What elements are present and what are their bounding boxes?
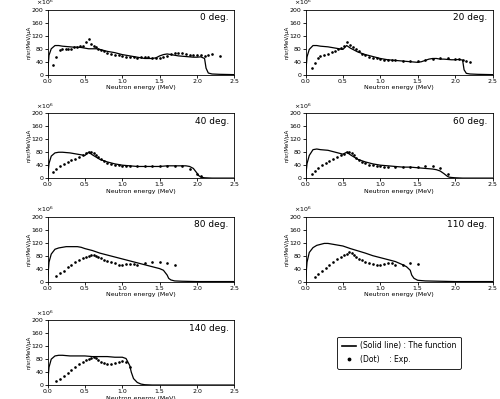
X-axis label: Neutron energy (MeV): Neutron energy (MeV) <box>364 85 434 90</box>
Y-axis label: n/sr/MeV/μA: n/sr/MeV/μA <box>26 336 32 369</box>
Text: 20 deg.: 20 deg. <box>452 13 487 22</box>
Y-axis label: n/sr/MeV/μA: n/sr/MeV/μA <box>284 233 290 266</box>
Text: $\times10^6$: $\times10^6$ <box>294 0 312 8</box>
Y-axis label: n/sr/MeV/μA: n/sr/MeV/μA <box>284 129 290 162</box>
Text: 80 deg.: 80 deg. <box>194 220 229 229</box>
Y-axis label: n/sr/MeV/μA: n/sr/MeV/μA <box>26 233 32 266</box>
Text: 40 deg.: 40 deg. <box>194 117 229 126</box>
Text: 60 deg.: 60 deg. <box>452 117 487 126</box>
X-axis label: Neutron energy (MeV): Neutron energy (MeV) <box>106 189 176 194</box>
Text: $\times10^6$: $\times10^6$ <box>294 102 312 111</box>
X-axis label: Neutron energy (MeV): Neutron energy (MeV) <box>106 292 176 297</box>
X-axis label: Neutron energy (MeV): Neutron energy (MeV) <box>106 395 176 399</box>
X-axis label: Neutron energy (MeV): Neutron energy (MeV) <box>106 85 176 90</box>
Y-axis label: n/sr/MeV/μA: n/sr/MeV/μA <box>26 129 32 162</box>
Text: 140 deg.: 140 deg. <box>189 324 229 333</box>
Text: $\times10^6$: $\times10^6$ <box>36 0 54 8</box>
Y-axis label: n/sr/MeV/μA: n/sr/MeV/μA <box>26 26 32 59</box>
Y-axis label: n/sr/MeV/μA: n/sr/MeV/μA <box>284 26 290 59</box>
Text: $\times10^6$: $\times10^6$ <box>294 205 312 214</box>
Legend: (Solid line) : The function, (Dot)    : Exp.: (Solid line) : The function, (Dot) : Exp… <box>338 337 460 369</box>
Text: 0 deg.: 0 deg. <box>200 13 229 22</box>
Text: 110 deg.: 110 deg. <box>447 220 487 229</box>
X-axis label: Neutron energy (MeV): Neutron energy (MeV) <box>364 292 434 297</box>
Text: $\times10^6$: $\times10^6$ <box>36 308 54 318</box>
Text: $\times10^6$: $\times10^6$ <box>36 102 54 111</box>
X-axis label: Neutron energy (MeV): Neutron energy (MeV) <box>364 189 434 194</box>
Text: $\times10^6$: $\times10^6$ <box>36 205 54 214</box>
